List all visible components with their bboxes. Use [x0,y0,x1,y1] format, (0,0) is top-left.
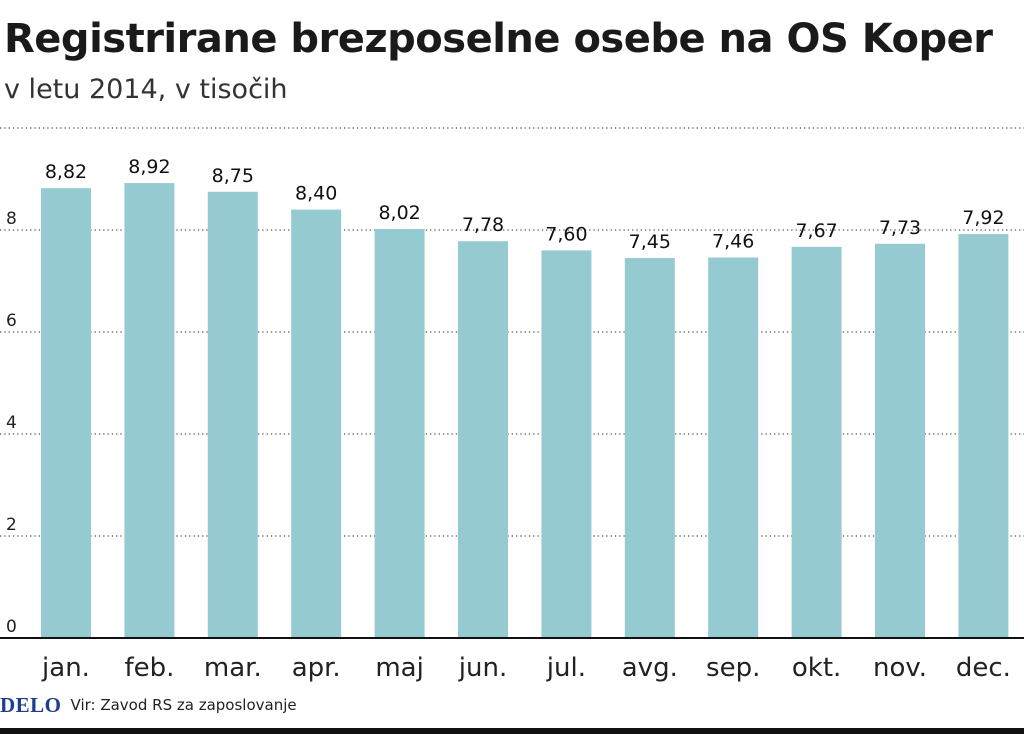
bar [458,241,508,638]
footer: DELO Vir: Zavod RS za zaposlovanje [0,690,297,720]
x-tick-label: sep. [706,653,760,683]
y-tick-label: 4 [6,413,17,433]
value-labels: 8,82 8,92 8,75 8,40 8,02 7,78 7,60 7,45 7,46 7,67… [45,156,1005,253]
chart-subtitle: v letu 2014, v tisočih [4,74,288,105]
value-label: 7,73 [879,217,921,239]
bar [207,191,258,638]
value-label: 7,67 [795,220,837,242]
x-tick-label: avg. [622,653,678,683]
bar [541,250,592,638]
x-tick-label: maj [375,653,423,683]
bar [875,243,925,638]
value-label: 8,75 [212,165,254,187]
bar [791,246,842,638]
source-note: Vir: Zavod RS za zaposlovanje [70,696,297,714]
y-tick-label: 6 [6,311,17,331]
chart-title: Registrirane brezposelne osebe na OS Kop… [4,16,993,62]
y-tick-label: 8 [6,209,17,229]
bar [374,228,425,639]
bar [958,234,1009,638]
value-label: 8,40 [295,183,337,205]
value-label: 7,45 [629,231,671,253]
y-tick-label: 0 [6,617,17,637]
value-label: 8,02 [378,202,420,224]
bar [708,257,759,638]
delo-logo: DELO [0,692,62,717]
y-axis-ticks: 0 2 4 6 8 [6,209,17,637]
bar [624,258,675,638]
bar [291,209,342,638]
value-label: 7,60 [545,223,587,245]
bottom-rule [0,728,1024,734]
x-tick-label: apr. [292,653,341,683]
value-label: 7,46 [712,231,754,253]
x-tick-label: jan. [41,653,90,683]
value-label: 7,92 [962,207,1004,229]
y-tick-label: 2 [6,515,17,535]
x-tick-label: jun. [458,653,507,683]
bars [41,183,1009,639]
bar [41,188,91,638]
x-tick-label: feb. [124,653,174,683]
x-tick-label: okt. [792,653,841,683]
x-tick-label: mar. [204,653,262,683]
bar [124,183,175,638]
value-label: 8,82 [45,161,87,183]
value-label: 7,78 [462,214,504,236]
x-tick-label: nov. [873,653,927,683]
value-label: 8,92 [128,156,170,178]
x-tick-label: dec. [956,653,1011,683]
gridlines [0,127,1024,537]
x-axis-ticks: jan. feb. mar. apr. maj jun. jul. avg. sep. okt. n… [41,653,1011,683]
x-tick-label: jul. [546,653,586,683]
